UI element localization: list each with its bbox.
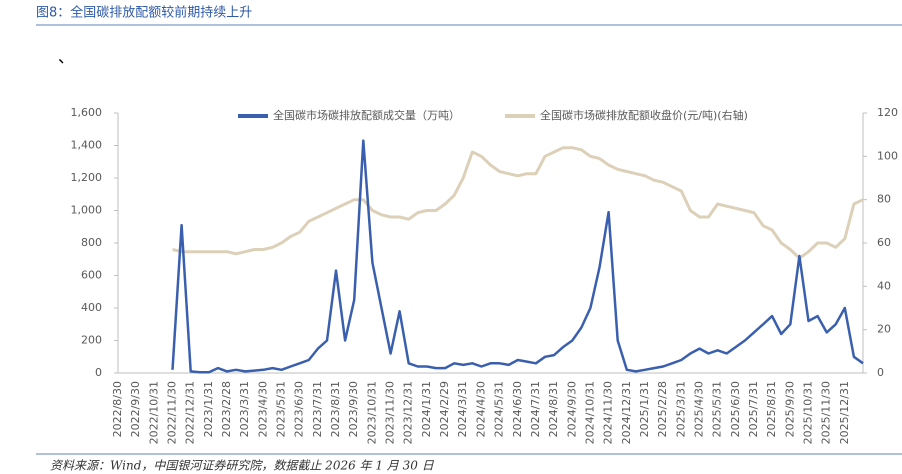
legend-label: 全国碳市场碳排放配额收盘价(元/吨)(右轴): [540, 108, 748, 122]
x-tick-label: 2022/11/30: [166, 381, 179, 444]
x-tick-label: 2025/10/31: [801, 381, 814, 444]
x-tick-label: 2025/6/30: [729, 381, 742, 437]
x-tick-label: 2023/7/31: [311, 381, 324, 437]
x-tick-label: 2025/7/31: [747, 381, 760, 437]
x-tick-label: 2025/1/31: [638, 381, 651, 437]
legend-label: 全国碳市场碳排放配额成交量（万吨）: [273, 108, 460, 122]
x-tick-label: 2024/9/30: [565, 381, 578, 437]
x-tick-label: 2025/11/30: [820, 381, 833, 444]
x-tick-label: 2025/2/28: [656, 381, 669, 437]
x-tick-label: 2023/3/31: [238, 381, 251, 437]
y-tick-label: 1,200: [71, 171, 103, 184]
x-tick-label: 2024/7/31: [529, 381, 542, 437]
x-tick-label: 2025/5/31: [711, 381, 724, 437]
y2-tick-label: 40: [877, 279, 891, 292]
x-tick-label: 2023/2/28: [220, 381, 233, 437]
x-tick-label: 2024/3/31: [456, 381, 469, 437]
chart-title: 图8：全国碳排放配额较前期持续上升: [36, 5, 252, 21]
series-line: [171, 139, 864, 374]
x-tick-label: 2024/6/30: [511, 381, 524, 437]
y2-tick-label: 120: [877, 106, 898, 119]
x-tick-label: 2024/11/30: [602, 381, 615, 444]
y-tick-label: 0: [95, 366, 102, 379]
y-tick-label: 200: [81, 334, 102, 347]
y-tick-label: 1,400: [71, 139, 103, 152]
x-tick-label: 2023/5/31: [275, 381, 288, 437]
x-tick-label: 2023/12/31: [402, 381, 415, 444]
x-tick-label: 2024/8/31: [547, 381, 560, 437]
x-tick-label: 2022/10/31: [147, 381, 160, 444]
x-tick-label: 2024/5/31: [493, 381, 506, 437]
x-tick-label: 2023/11/30: [384, 381, 397, 444]
x-tick-label: 2024/1/31: [420, 381, 433, 437]
x-tick-label: 2022/8/30: [111, 381, 124, 437]
x-tick-label: 2024/4/30: [474, 381, 487, 437]
x-tick-label: 2023/9/30: [347, 381, 360, 437]
y-tick-label: 1,000: [71, 204, 103, 217]
y2-tick-label: 0: [877, 366, 884, 379]
y-tick-label: 800: [81, 236, 102, 249]
x-tick-label: 2024/10/31: [583, 381, 596, 444]
y-tick-label: 1,600: [71, 106, 103, 119]
x-tick-label: 2025/9/30: [783, 381, 796, 437]
x-tick-label: 2022/9/30: [129, 381, 142, 437]
x-tick-label: 2023/10/31: [365, 381, 378, 444]
y2-tick-label: 100: [877, 149, 898, 162]
x-tick-label: 2025/8/31: [765, 381, 778, 437]
mark-char: 、: [58, 48, 74, 67]
x-tick-label: 2025/12/31: [838, 381, 851, 444]
x-tick-label: 2025/4/30: [692, 381, 705, 437]
source: 资料来源：Wind，中国银河证券研究院，数据截止 2026 年 1 月 30 日: [50, 459, 435, 473]
y2-tick-label: 60: [877, 236, 891, 249]
x-tick-label: 2023/1/31: [202, 381, 215, 437]
x-tick-label: 2023/6/30: [293, 381, 306, 437]
x-tick-label: 2023/8/31: [329, 381, 342, 437]
x-tick-label: 2024/2/29: [438, 381, 451, 437]
y2-tick-label: 80: [877, 193, 891, 206]
y-tick-label: 600: [81, 269, 102, 282]
series-line: [172, 146, 864, 260]
x-tick-label: 2023/4/30: [256, 381, 269, 437]
y2-tick-label: 20: [877, 323, 891, 336]
x-tick-label: 2022/12/31: [184, 381, 197, 444]
x-tick-label: 2024/12/31: [620, 381, 633, 444]
y-tick-label: 400: [81, 301, 102, 314]
x-tick-label: 2025/3/31: [674, 381, 687, 437]
